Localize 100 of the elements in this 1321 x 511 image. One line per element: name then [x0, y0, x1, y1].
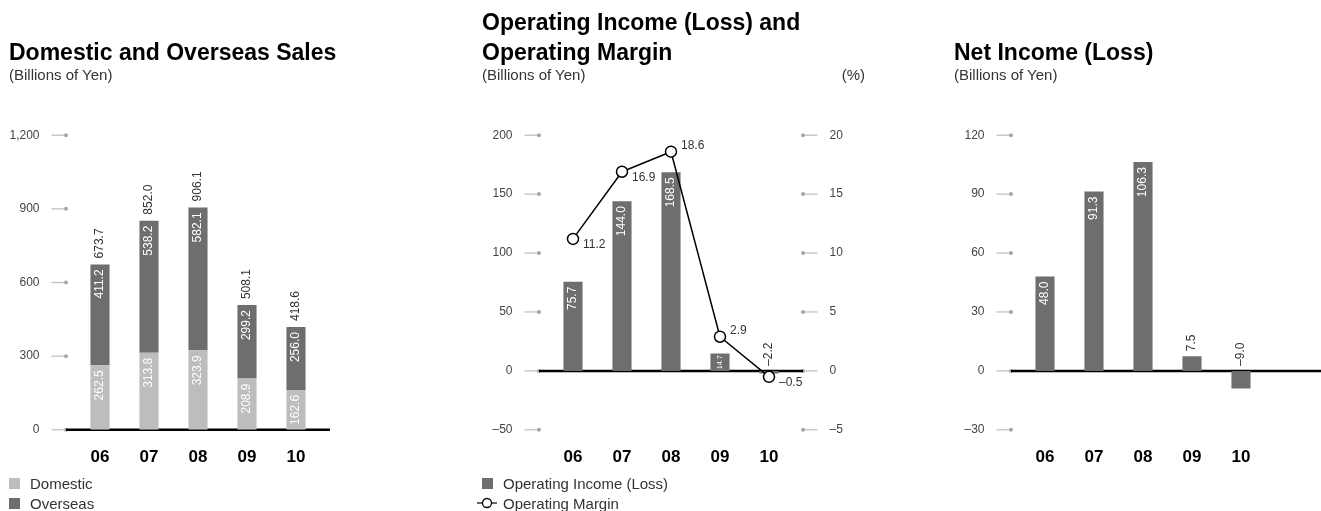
chart-title: Domestic and Overseas Sales: [9, 38, 338, 67]
y-tick-label: –30: [964, 422, 985, 437]
data-label: 313.8: [141, 357, 156, 388]
y-tick-label: 600: [19, 274, 40, 289]
bar: [90, 365, 110, 430]
bar: [139, 352, 159, 430]
data-label: –2.2: [761, 342, 776, 366]
chart-title: Net Income (Loss): [954, 38, 1155, 67]
data-label: 106.3: [1135, 166, 1150, 198]
total-label: 508.1: [239, 268, 254, 300]
data-label: 168.5: [663, 177, 678, 208]
legend-label: Overseas: [30, 494, 95, 511]
data-label: 582.1: [190, 212, 205, 243]
y-tick-label: 1,200: [9, 127, 40, 142]
bar: [563, 281, 583, 371]
y-tick-label: 50: [499, 304, 513, 319]
bar: [237, 305, 257, 379]
x-tick-label: 10: [286, 446, 306, 466]
y-tick-label: 60: [971, 245, 985, 260]
data-label: 16.9: [632, 170, 656, 185]
y-tick-label: –50: [492, 422, 513, 437]
data-label: 144.0: [614, 205, 629, 237]
data-label: 411.2: [92, 269, 107, 299]
total-label: 906.1: [190, 171, 205, 202]
point: [615, 165, 629, 178]
y-tick-label: 100: [492, 245, 513, 260]
x-tick-label: 07: [612, 446, 632, 466]
x-tick-label: 08: [188, 446, 208, 466]
y-tick-label: 0: [32, 422, 40, 437]
legend-label: Operating Margin: [503, 494, 619, 511]
x-tick-label: 08: [661, 446, 681, 466]
y-tick-label: 900: [19, 201, 40, 216]
x-tick-label: 09: [237, 446, 257, 466]
x-tick-label: 08: [1133, 446, 1153, 466]
y2-tick-label: –5: [829, 422, 844, 437]
data-label: –9.0: [1233, 342, 1248, 366]
total-label: 673.7: [92, 228, 107, 259]
data-label: 208.9: [239, 383, 254, 414]
data-label: 299.2: [239, 309, 254, 341]
bar: [1133, 162, 1153, 371]
y2-tick-label: 10: [829, 245, 844, 260]
data-label: 48.0: [1037, 281, 1052, 305]
data-label: 323.9: [190, 354, 205, 386]
x-tick-label: 06: [90, 446, 110, 466]
y-tick-label: 200: [492, 127, 513, 142]
data-label: 7.5: [1184, 334, 1199, 352]
legend-label: Operating Income (Loss): [503, 474, 669, 492]
bar: [1231, 370, 1251, 389]
y-axis-title: (Billions of Yen): [9, 66, 113, 84]
y-tick-label: 0: [977, 363, 985, 378]
x-tick-label: 07: [139, 446, 159, 466]
bar: [188, 350, 208, 430]
y-axis-title: (Billions of Yen): [482, 66, 586, 84]
data-label: 11.2: [583, 237, 606, 252]
legend-label: Domestic: [30, 474, 93, 492]
bar: [1084, 191, 1104, 371]
y2-axis-title: (%): [841, 66, 865, 84]
y2-tick-label: 20: [829, 127, 844, 142]
y-axis-title: (Billions of Yen): [954, 66, 1058, 84]
bar: [710, 353, 730, 371]
point: [762, 370, 776, 384]
y-tick-label: 90: [971, 186, 985, 201]
data-label: 91.3: [1086, 196, 1101, 220]
y-tick-label: 300: [19, 348, 40, 363]
data-label: 256.0: [288, 331, 303, 363]
bar: [188, 207, 208, 351]
bar: [139, 220, 159, 353]
data-label: 162.6: [288, 394, 303, 425]
y-tick-label: 0: [505, 363, 513, 378]
y-tick-label: 150: [492, 186, 513, 201]
total-label: 418.6: [288, 290, 303, 322]
y-tick-label: 120: [964, 127, 985, 142]
bar: [1035, 276, 1055, 371]
x-tick-label: 06: [563, 446, 583, 466]
total-label: 852.0: [141, 184, 156, 215]
point: [713, 330, 727, 343]
data-label: 538.2: [141, 225, 156, 256]
bar: [286, 327, 306, 390]
point: [664, 145, 678, 158]
y-tick-label: 30: [971, 304, 985, 319]
x-tick-label: 10: [759, 446, 779, 466]
y2-tick-label: 0: [829, 363, 837, 378]
chart-title: Operating Income (Loss) and Operating Margin: [482, 8, 802, 67]
y2-tick-label: 15: [829, 186, 844, 201]
bar: [90, 264, 110, 366]
data-label: 2.9: [730, 323, 748, 338]
x-tick-label: 10: [1231, 446, 1251, 466]
data-label: 75.7: [565, 286, 580, 311]
bar: [1182, 356, 1202, 371]
data-label: –0.5: [779, 375, 803, 390]
x-tick-label: 09: [1182, 446, 1202, 466]
data-label: 18.6: [681, 138, 705, 153]
y2-tick-label: 5: [829, 304, 837, 319]
data-label: 262.5: [92, 370, 107, 401]
bar: [612, 201, 632, 371]
point: [566, 232, 580, 246]
x-tick-label: 06: [1035, 446, 1055, 466]
x-tick-label: 07: [1084, 446, 1104, 466]
x-tick-label: 09: [710, 446, 730, 466]
bar: [661, 172, 681, 371]
